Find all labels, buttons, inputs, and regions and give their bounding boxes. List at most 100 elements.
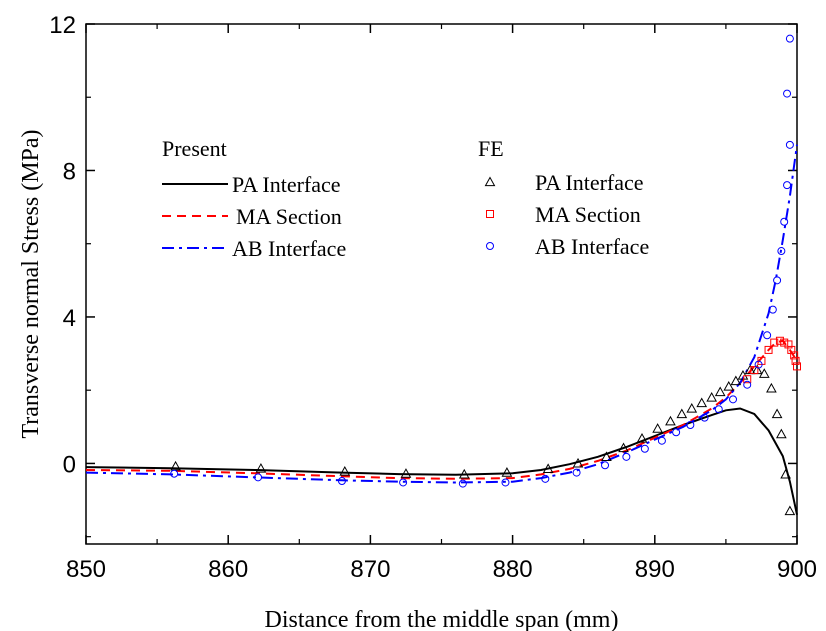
data-point-fe-pa-interface <box>636 433 648 443</box>
plot-border <box>85 23 798 545</box>
legend-label-present: AB Interface <box>232 236 346 261</box>
data-point-fe-ab-interface <box>686 420 695 429</box>
data-point-fe-ab-interface <box>640 444 649 453</box>
data-point-fe-ma-section <box>780 338 789 347</box>
data-point-fe-pa-interface <box>652 423 663 433</box>
data-point-fe-ab-interface <box>777 247 786 256</box>
data-point-fe-ma-section <box>790 351 799 360</box>
series-markers <box>170 34 801 516</box>
data-point-fe-pa-interface <box>784 505 796 516</box>
data-point-fe-ma-section <box>770 338 779 347</box>
data-point-fe-ab-interface <box>170 469 179 478</box>
data-point-fe-ab-interface <box>780 217 789 226</box>
y-tick-label: 0 <box>63 451 76 478</box>
data-point-fe-pa-interface <box>601 451 612 461</box>
data-point-fe-pa-interface <box>400 468 412 478</box>
data-point-fe-ab-interface <box>337 477 346 486</box>
x-tick-label: 850 <box>66 556 106 583</box>
data-point-fe-pa-interface <box>339 465 351 476</box>
plot-frame <box>85 23 798 545</box>
data-point-fe-ab-interface <box>399 478 408 487</box>
data-point-fe-pa-interface <box>758 368 770 378</box>
y-axis-label: Transverse normal Stress (MPa) <box>18 129 44 438</box>
data-point-fe-pa-interface <box>676 408 688 419</box>
legend-title-fe: FE <box>478 136 504 161</box>
legend-marker-fe <box>486 242 494 250</box>
data-point-fe-ma-section <box>784 340 793 349</box>
data-point-fe-ab-interface <box>785 140 794 149</box>
series-lines <box>85 144 798 515</box>
legend-marker-fe <box>484 176 496 187</box>
data-point-fe-pa-interface <box>780 468 791 479</box>
data-point-fe-ma-section <box>791 356 800 365</box>
x-tick-label: 860 <box>208 556 248 583</box>
data-point-fe-pa-interface <box>572 457 584 468</box>
legend-marker-fe <box>486 210 494 218</box>
legend-label-fe: PA Interface <box>535 170 644 195</box>
data-point-fe-ab-interface <box>768 305 777 314</box>
data-point-fe-pa-interface <box>706 391 718 402</box>
series-line-present-ma-section <box>85 339 798 480</box>
data-point-fe-pa-interface <box>618 442 629 453</box>
data-point-fe-pa-interface <box>723 381 735 391</box>
data-point-fe-ma-section <box>775 336 784 345</box>
legend-title-present: Present <box>162 136 227 161</box>
data-point-fe-ab-interface <box>729 395 738 404</box>
x-axis-label: Distance from the middle span (mm) <box>265 607 619 631</box>
data-point-fe-ab-interface <box>773 276 782 285</box>
data-point-fe-ab-interface <box>785 34 794 43</box>
data-point-fe-ab-interface <box>458 479 467 488</box>
data-point-fe-ma-section <box>750 366 759 375</box>
data-point-fe-pa-interface <box>730 375 742 386</box>
y-tick-label: 8 <box>63 158 76 185</box>
data-point-fe-ab-interface <box>783 89 792 98</box>
data-point-fe-ab-interface <box>743 380 752 389</box>
legend-label-fe: MA Section <box>535 202 641 227</box>
data-point-fe-pa-interface <box>686 402 698 413</box>
data-point-fe-pa-interface <box>501 467 513 477</box>
y-axis-ticks: 0 4 8 12 <box>49 12 797 538</box>
data-point-fe-pa-interface <box>771 408 783 419</box>
data-point-fe-pa-interface <box>458 468 470 479</box>
data-point-fe-ma-section <box>787 345 796 354</box>
legend-label-present: MA Section <box>236 204 342 229</box>
x-tick-label: 880 <box>493 556 533 583</box>
data-point-fe-ma-section <box>793 362 801 371</box>
legend-label-present: PA Interface <box>232 172 341 197</box>
data-point-fe-ab-interface <box>541 474 550 483</box>
data-point-fe-pa-interface <box>776 428 787 439</box>
data-point-fe-pa-interface <box>714 386 726 397</box>
data-point-fe-ab-interface <box>672 428 681 437</box>
data-point-fe-ma-section <box>764 345 773 354</box>
legend-label-fe: AB Interface <box>535 234 649 259</box>
data-point-fe-pa-interface <box>737 370 749 380</box>
x-tick-label: 870 <box>350 556 390 583</box>
data-point-fe-ab-interface <box>714 405 723 414</box>
data-point-fe-pa-interface <box>665 415 676 426</box>
data-point-fe-pa-interface <box>255 463 267 473</box>
data-point-fe-ab-interface <box>783 181 792 190</box>
series-line-present-pa-interface <box>85 407 798 515</box>
data-point-fe-ab-interface <box>700 413 709 422</box>
data-point-fe-pa-interface <box>542 463 554 474</box>
data-point-fe-pa-interface <box>696 397 708 408</box>
data-point-fe-ma-section <box>743 375 752 384</box>
y-tick-label: 4 <box>63 305 76 332</box>
data-point-fe-ab-interface <box>754 360 763 369</box>
x-tick-label: 900 <box>777 556 817 583</box>
series-line-present-ab-interface <box>85 144 798 484</box>
data-point-fe-pa-interface <box>744 364 756 375</box>
data-point-fe-ab-interface <box>657 436 666 445</box>
data-point-fe-ab-interface <box>622 452 631 461</box>
data-point-fe-ab-interface <box>601 461 610 470</box>
data-point-fe-ab-interface <box>501 478 510 487</box>
data-point-fe-ab-interface <box>763 331 772 340</box>
y-tick-label: 12 <box>49 12 76 39</box>
x-tick-label: 890 <box>635 556 675 583</box>
data-point-fe-pa-interface <box>766 382 777 393</box>
x-axis-ticks: 850 860 870 880 890 900 <box>66 24 817 583</box>
data-point-fe-ab-interface <box>572 468 581 477</box>
data-point-fe-ab-interface <box>254 473 263 482</box>
